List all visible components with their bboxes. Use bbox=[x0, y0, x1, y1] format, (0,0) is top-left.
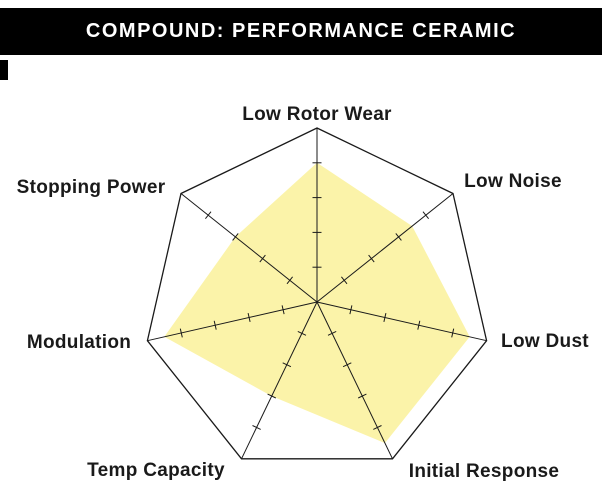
radar-spoke bbox=[241, 301, 318, 460]
radar-tick bbox=[259, 254, 266, 263]
radar-tick bbox=[213, 320, 217, 330]
radar-spoke bbox=[316, 301, 393, 460]
radar-tick bbox=[349, 305, 353, 315]
radar-tick bbox=[341, 276, 348, 285]
axis-label: Modulation bbox=[27, 332, 131, 353]
radar-tick bbox=[373, 425, 382, 430]
radar-spoke bbox=[147, 301, 318, 342]
radar-outline bbox=[146, 127, 488, 460]
radar-spoke bbox=[180, 193, 318, 303]
radar-tick bbox=[179, 328, 183, 338]
radar-tick bbox=[267, 393, 277, 399]
radar-tick bbox=[247, 312, 251, 323]
radar-tick bbox=[422, 211, 429, 220]
radar-tick bbox=[383, 312, 387, 323]
radar-tick bbox=[417, 320, 421, 330]
radar-spoke bbox=[316, 193, 454, 303]
header-bar: COMPOUND: PERFORMANCE CERAMIC bbox=[0, 8, 602, 55]
radar-tick bbox=[451, 328, 455, 338]
axis-label: Low Dust bbox=[501, 331, 589, 352]
radar-tick bbox=[368, 254, 375, 263]
radar-tick bbox=[205, 211, 212, 220]
radar-tick bbox=[232, 233, 239, 241]
radar-chart: Low Rotor Wear Low Noise Low Dust Initial R… bbox=[0, 56, 602, 502]
axis-label: Temp Capacity bbox=[87, 460, 225, 481]
radar-spoke bbox=[316, 301, 487, 342]
radar-tick bbox=[252, 425, 261, 430]
radar-tick bbox=[395, 233, 402, 241]
radar-tick bbox=[286, 276, 293, 285]
radar-tick bbox=[282, 362, 292, 368]
radar-tick bbox=[281, 305, 285, 315]
radar-tick bbox=[327, 330, 337, 336]
axis-label: Low Noise bbox=[464, 171, 562, 192]
axis-label: Stopping Power bbox=[17, 177, 166, 198]
radar-tick bbox=[342, 362, 352, 368]
axis-label: Initial Response bbox=[409, 461, 560, 482]
radar-chart-svg: Low Rotor Wear Low Noise Low Dust Initial R… bbox=[17, 104, 589, 482]
left-edge-mark bbox=[0, 60, 8, 80]
axis-label: Low Rotor Wear bbox=[242, 104, 392, 125]
radar-tick bbox=[297, 330, 307, 336]
radar-tick bbox=[357, 393, 367, 399]
page-title: COMPOUND: PERFORMANCE CERAMIC bbox=[85, 20, 517, 42]
